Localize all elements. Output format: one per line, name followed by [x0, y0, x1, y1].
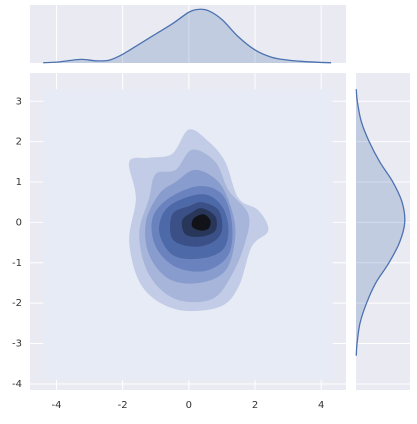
marginal-y-area: [356, 89, 405, 356]
x-tick-label: -2: [118, 400, 128, 411]
y-tick-label: -3: [12, 339, 22, 350]
x-tick-label: 2: [252, 400, 258, 411]
y-tick-label: 3: [16, 96, 22, 107]
y-tick-label: -4: [12, 379, 22, 390]
y-tick-label: -2: [12, 298, 22, 309]
top-axes-bg: [30, 5, 346, 63]
marginal-y-line: [355, 89, 406, 356]
right-axes-bg: [356, 73, 410, 390]
y-tick-label: 0: [16, 217, 22, 228]
y-tick-label: 2: [16, 137, 22, 148]
marginal-x-line: [43, 8, 332, 64]
x-tick-label: 0: [186, 400, 192, 411]
x-tick-label: -4: [51, 400, 61, 411]
x-tick-label: 4: [318, 400, 324, 411]
y-tick-label: -1: [12, 258, 22, 269]
kde-contour: [191, 214, 211, 231]
y-tick-label: 1: [16, 177, 22, 188]
marginal-x-area: [43, 9, 332, 64]
